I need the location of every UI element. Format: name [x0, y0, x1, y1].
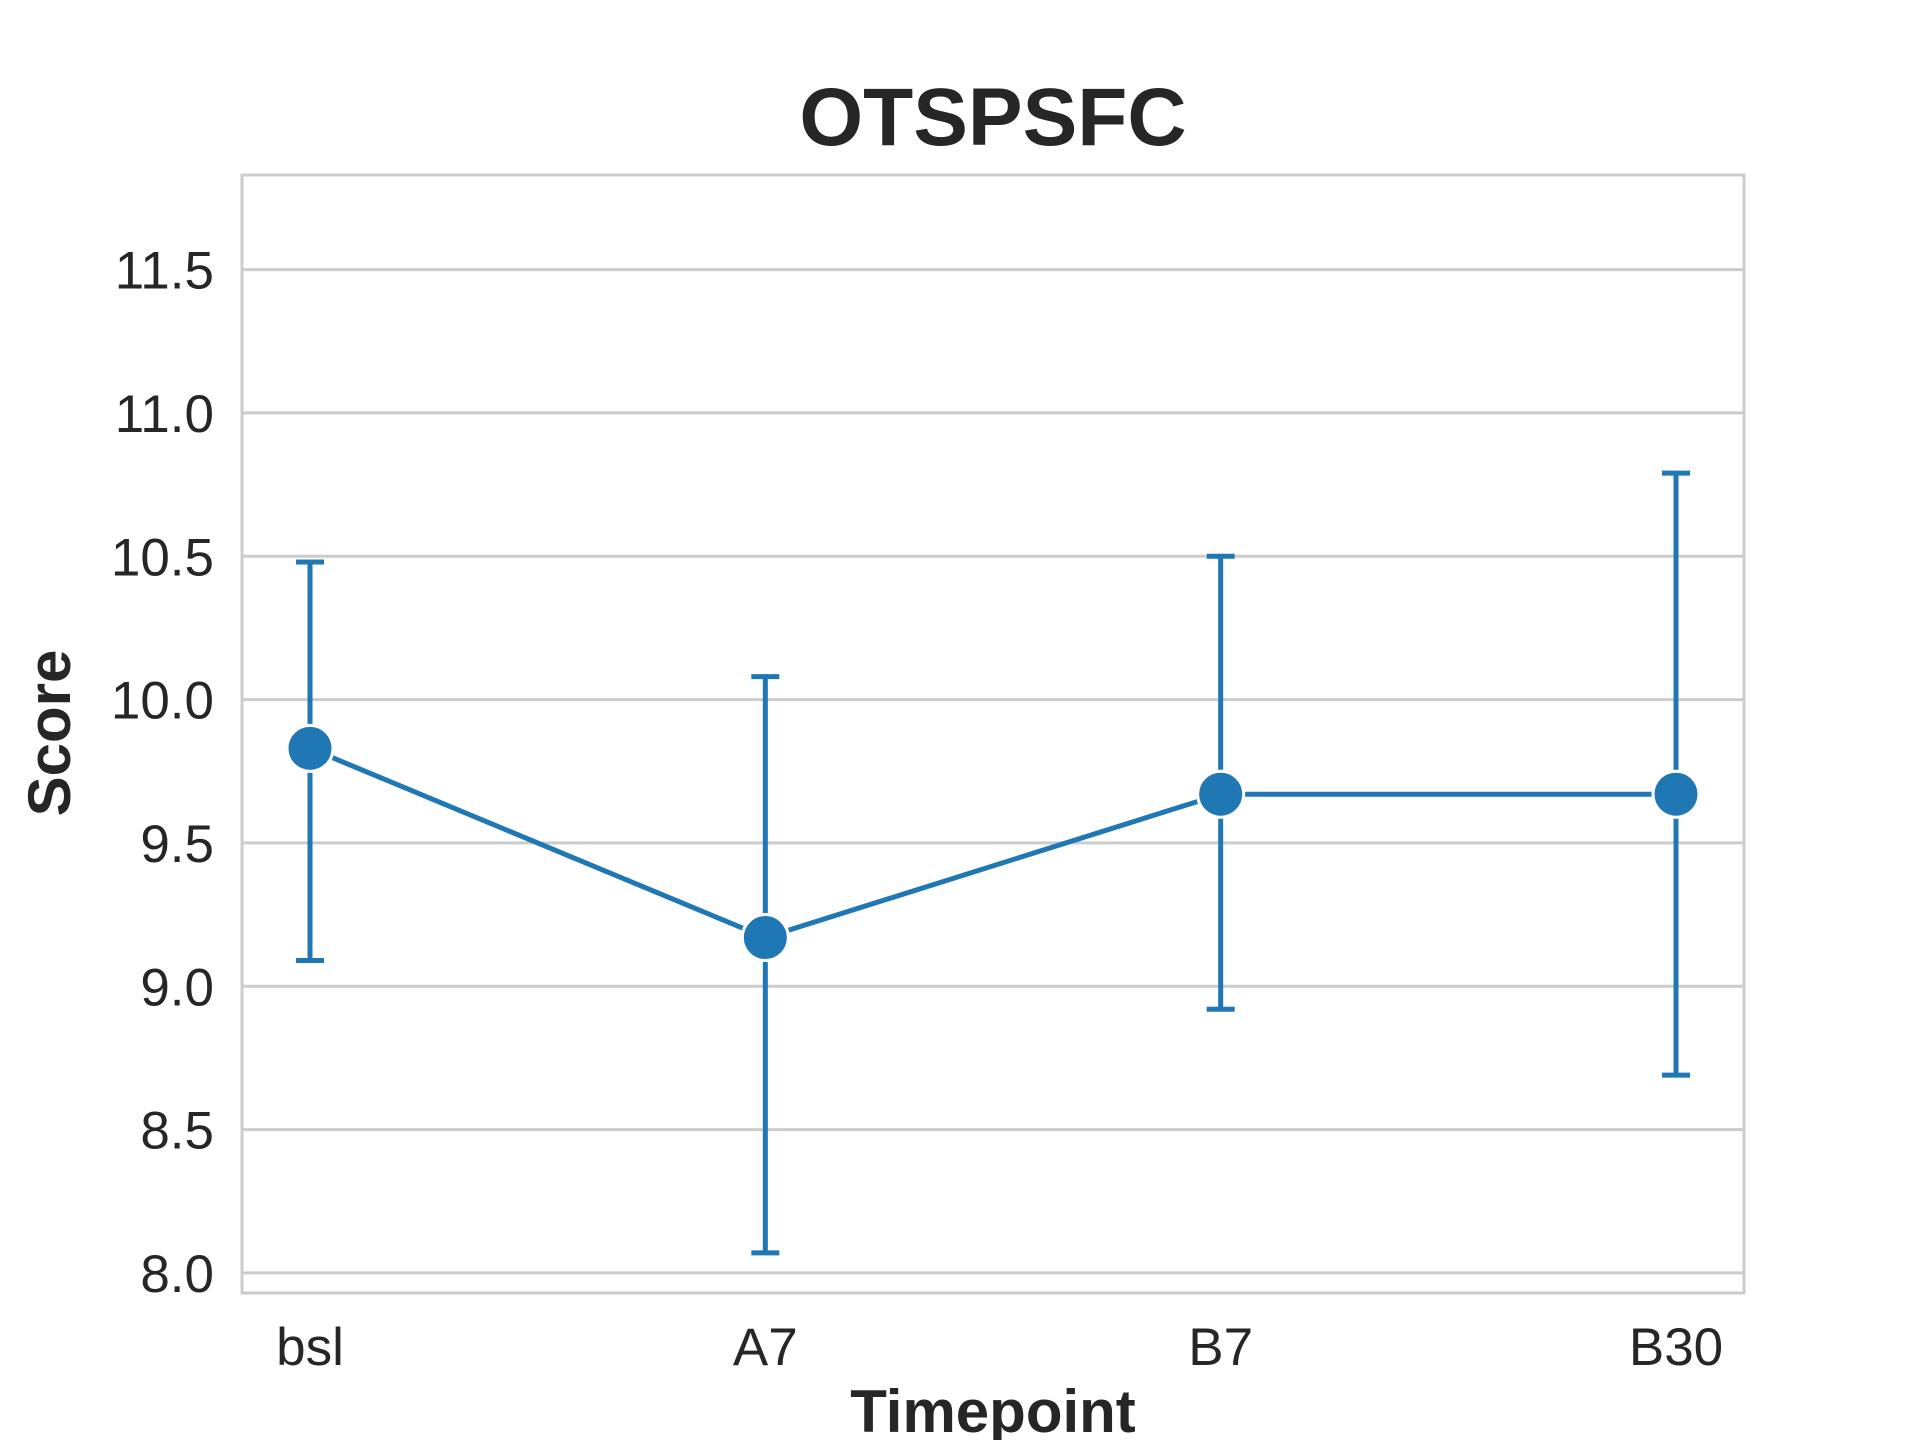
data-point: [1196, 769, 1246, 819]
grid-lines: [242, 268, 1744, 1275]
x-tick-labels: bsl A7 B7 B30: [276, 1318, 1723, 1377]
data-point: [1651, 769, 1701, 819]
data-point: [740, 913, 790, 963]
x-tick-label: B30: [1629, 1318, 1723, 1377]
y-tick-label: 8.0: [140, 1245, 214, 1304]
y-tick-labels: 8.0 8.5 9.0 9.5 10.0 10.5 11.0 11.5: [111, 242, 214, 1304]
plot-frame: [240, 173, 1746, 1295]
x-axis-label: Timepoint: [850, 1378, 1136, 1440]
y-tick-label: 9.5: [140, 815, 214, 874]
y-tick-label: 10.0: [111, 672, 214, 731]
data-point: [285, 723, 335, 773]
y-tick-label: 11.5: [115, 242, 214, 301]
x-tick-label: B7: [1188, 1318, 1253, 1377]
x-tick-label: bsl: [276, 1318, 344, 1377]
y-tick-label: 9.0: [140, 958, 214, 1017]
y-tick-label: 11.0: [115, 385, 214, 444]
y-tick-label: 8.5: [140, 1102, 214, 1161]
chart-title: OTSPSFC: [799, 72, 1186, 163]
x-tick-label: A7: [733, 1318, 798, 1377]
y-tick-label: 10.5: [111, 528, 214, 587]
series: [285, 470, 1701, 1256]
series-line: [309, 746, 1676, 941]
y-axis-label: Score: [16, 650, 83, 817]
